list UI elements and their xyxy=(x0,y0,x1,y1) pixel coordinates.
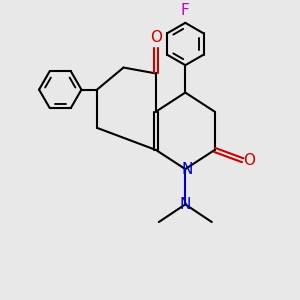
Text: F: F xyxy=(181,2,190,17)
Text: N: N xyxy=(181,162,193,177)
Text: O: O xyxy=(243,153,255,168)
Text: N: N xyxy=(180,197,191,212)
Text: O: O xyxy=(150,30,162,45)
